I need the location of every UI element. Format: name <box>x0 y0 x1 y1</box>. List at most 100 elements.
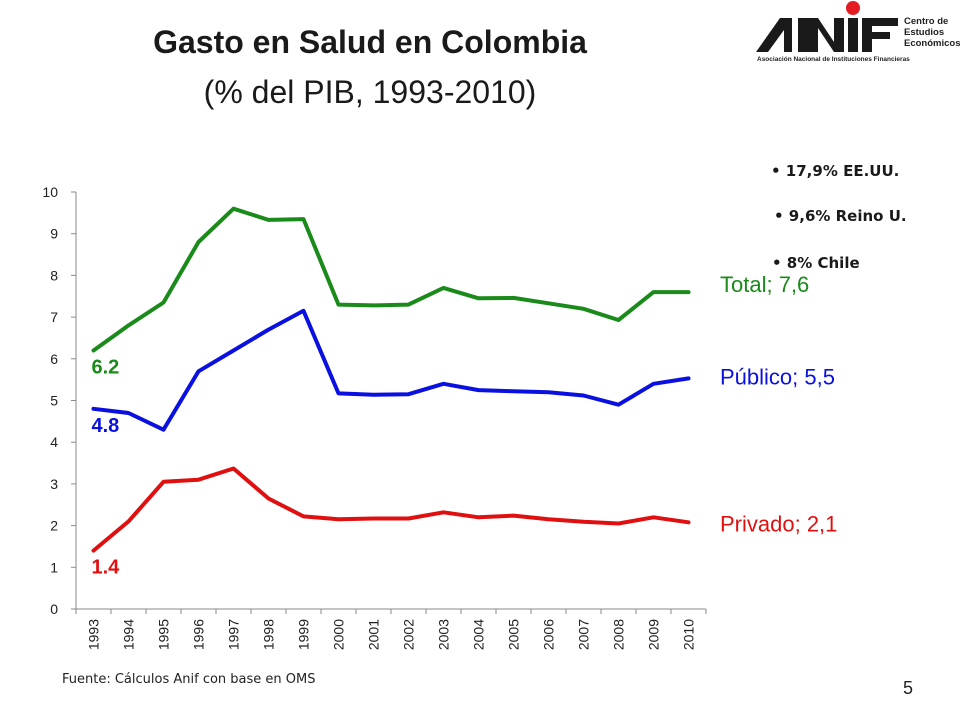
y-tick-label: 2 <box>50 518 58 534</box>
data-point <box>512 514 515 518</box>
x-tick-label: 2009 <box>646 619 662 650</box>
y-tick-label: 8 <box>50 267 58 283</box>
x-tick-label: 2008 <box>611 619 627 650</box>
logo-center-line: Económicos <box>904 38 960 49</box>
data-point <box>162 480 165 484</box>
series-end-label: Total; 7,6 <box>720 272 809 297</box>
x-tick-label: 1998 <box>261 619 277 650</box>
data-point <box>617 318 620 322</box>
logo-center-line: Centro de <box>904 16 949 27</box>
data-point <box>302 309 305 313</box>
x-tick-label: 2005 <box>506 619 522 650</box>
chart-title: Gasto en Salud en Colombia <box>153 24 587 60</box>
y-tick-label: 1 <box>50 559 58 575</box>
series-line <box>91 466 691 553</box>
x-tick-label: 2004 <box>471 619 487 650</box>
data-point <box>232 348 235 352</box>
x-tick-label: 2002 <box>401 619 417 650</box>
logo-center-line: Estudios <box>904 27 945 38</box>
y-tick-label: 7 <box>50 309 58 325</box>
data-point <box>652 290 655 294</box>
data-point <box>582 393 585 397</box>
chart-subtitle: (% del PIB, 1993-2010) <box>203 74 537 110</box>
data-point <box>442 382 445 386</box>
x-tick-label: 1994 <box>121 619 137 650</box>
data-point <box>162 301 165 305</box>
data-point <box>547 301 550 305</box>
data-point <box>687 376 690 380</box>
data-point <box>337 303 340 307</box>
x-tick-label: 2000 <box>331 619 347 650</box>
data-point <box>687 290 690 294</box>
data-point <box>652 382 655 386</box>
x-tick-label: 2007 <box>576 619 592 650</box>
note-uk: • 9,6% Reino U. <box>774 207 907 225</box>
x-tick-label: 1996 <box>191 619 207 650</box>
data-point <box>197 478 200 482</box>
logo-org-name: Asociación Nacional de Instituciones Fin… <box>757 56 910 63</box>
series-start-label: 4.8 <box>92 415 120 437</box>
data-point <box>127 519 130 523</box>
x-tick-label: 2003 <box>436 619 452 650</box>
data-point <box>512 296 515 300</box>
data-point <box>617 522 620 526</box>
data-point <box>267 218 270 222</box>
note-chile: • 8% Chile <box>772 254 860 272</box>
note-usa: • 17,9% EE.UU. <box>771 162 900 180</box>
x-tick-label: 1993 <box>86 619 102 650</box>
data-point <box>442 510 445 514</box>
data-point <box>582 307 585 311</box>
y-tick-label: 4 <box>50 434 58 450</box>
data-point <box>232 207 235 211</box>
data-point <box>582 520 585 524</box>
series-line <box>91 206 691 353</box>
y-tick-label: 5 <box>50 393 58 409</box>
data-point <box>197 240 200 244</box>
data-point <box>477 296 480 300</box>
data-point <box>407 303 410 307</box>
data-point <box>197 369 200 373</box>
page-number: 5 <box>903 678 914 698</box>
data-point <box>477 388 480 392</box>
x-tick-label: 1997 <box>226 619 242 650</box>
x-tick-label: 2001 <box>366 619 382 650</box>
data-point <box>92 348 95 352</box>
series-start-label: 1.4 <box>92 557 121 579</box>
data-point <box>92 549 95 553</box>
y-tick-label: 6 <box>50 351 58 367</box>
data-point <box>337 391 340 395</box>
data-point <box>92 407 95 411</box>
x-tick-label: 2006 <box>541 619 557 650</box>
data-point <box>232 466 235 470</box>
data-point <box>372 393 375 397</box>
data-point <box>652 515 655 519</box>
data-point <box>302 217 305 221</box>
series-end-label: Privado; 2,1 <box>720 511 837 536</box>
data-point <box>372 303 375 307</box>
data-point <box>687 520 690 524</box>
x-tick-label: 1999 <box>296 619 312 650</box>
data-point <box>302 514 305 518</box>
data-point <box>337 517 340 521</box>
series-line <box>91 308 691 432</box>
y-tick-label: 3 <box>50 476 58 492</box>
y-tick-label: 9 <box>50 226 58 242</box>
series-end-label: Público; 5,5 <box>720 364 835 389</box>
data-point <box>547 390 550 394</box>
data-point <box>127 323 130 327</box>
series-start-label: 6.2 <box>92 356 120 378</box>
data-point <box>442 286 445 290</box>
data-point <box>477 515 480 519</box>
y-tick-label: 0 <box>50 601 58 617</box>
data-point <box>127 411 130 415</box>
data-point <box>372 517 375 521</box>
x-tick-label: 1995 <box>156 619 172 650</box>
data-point <box>547 517 550 521</box>
y-tick-label: 10 <box>42 184 58 200</box>
data-point <box>512 389 515 393</box>
data-point <box>162 428 165 432</box>
data-point <box>267 328 270 332</box>
logo-center-name: Centro de Estudios Económicos <box>904 16 960 49</box>
data-point <box>617 403 620 407</box>
